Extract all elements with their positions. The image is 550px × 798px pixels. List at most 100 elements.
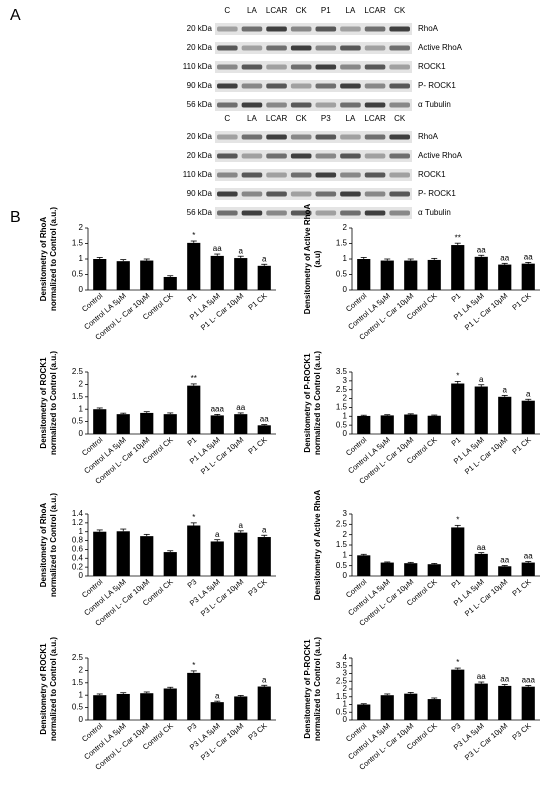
blot-band [217,191,238,197]
y-tick-label: 0 [343,571,348,580]
blot-band [389,153,410,159]
x-tick-label: P1 CK [510,577,532,598]
annotation: a [503,385,508,394]
kda-label: 20 kDa [187,132,213,141]
blot-strip [215,150,412,162]
y-axis-label: Densitometry of P-ROCK1 [303,639,312,739]
bar [257,265,271,290]
blot-band [315,83,337,89]
bar [380,695,394,720]
bar [451,669,465,720]
y-tick-label: 0.5 [72,417,84,426]
y-tick-label: 0 [343,285,348,294]
blot-band [241,134,263,140]
protein-label: ROCK1 [418,170,446,179]
y-tick-label: 2.5 [336,519,348,528]
bar [140,693,154,720]
blot-band [389,26,410,32]
blot-band [315,64,337,70]
blot-band [340,134,361,140]
protein-label: P- ROCK1 [418,189,456,198]
annotation: aa [524,253,533,262]
blot-band [217,64,238,70]
y-tick-label: 1 [343,700,348,709]
y-axis-label: Densitometry of Active RhoA [303,204,312,315]
lane-label: C [224,114,230,123]
bar [163,552,177,576]
blot-band [364,102,386,108]
y-tick-label: 1 [79,254,84,263]
y-tick-label: 2.5 [336,676,348,685]
blot-strip [215,207,412,219]
blot-band [290,172,312,178]
x-tick-label: P1 CK [246,291,268,312]
y-tick-label: 2 [343,684,348,693]
blot-band [241,45,263,51]
y-tick-label: 0 [343,429,348,438]
annotation: aaa [211,405,225,414]
blot-band [315,134,337,140]
y-tick-label: 1.5 [336,239,348,248]
blot-band [340,26,361,32]
bar [140,536,154,576]
y-axis-label: Densitometry of ROCK1 [39,357,48,449]
blot-band [217,26,238,32]
blot-band [389,172,410,178]
kda-label: 90 kDa [187,189,213,198]
blot-band [241,83,263,89]
x-tick-label: P1 [449,435,462,448]
y-tick-label: 2.5 [72,367,84,376]
y-tick-label: 1.2 [72,518,84,527]
protein-label: α Tubulin [418,208,451,217]
bar [451,383,465,434]
lane-label: LCAR [266,6,288,15]
blot-band [217,134,238,140]
blot-band [290,210,312,216]
bar [163,688,177,720]
y-axis-label: normalized to Control (a.u.) [313,351,322,455]
y-axis-label: Densitometry of RhoA [39,503,48,588]
blot-band [389,64,410,70]
bar [357,415,371,434]
bar [257,686,271,720]
bar [163,414,177,434]
blot-band [290,83,312,89]
lane-label: CK [296,114,308,123]
blot-band [266,45,287,51]
kda-label: 90 kDa [187,81,213,90]
blot-band [290,26,312,32]
y-tick-label: 1.5 [336,403,348,412]
y-tick-label: 1.5 [336,540,348,549]
bar [257,425,271,434]
y-tick-label: 2.5 [72,653,84,662]
bar [210,255,224,290]
blot-band [241,26,263,32]
y-tick-label: 2 [79,666,84,675]
blot-strip [215,169,412,181]
blot-band [266,191,287,197]
annotation: * [192,661,195,670]
annotation: aa [477,672,486,681]
blot-band [340,210,361,216]
blot-band [290,45,312,51]
lane-label: LA [247,114,257,123]
blot-band [217,153,238,159]
blot-band [364,172,386,178]
blot-strip [215,61,412,73]
x-tick-label: P3 [449,721,462,734]
y-axis-label: Densitometry of ROCK1 [39,643,48,735]
blot-band [266,83,287,89]
lane-label: LCAR [364,114,386,123]
y-tick-label: 3 [343,509,348,518]
blot-band [290,191,312,197]
y-tick-label: 0.5 [336,270,348,279]
bar [93,695,107,720]
x-tick-label: P1 L- Car 10μM [199,291,245,332]
kda-label: 20 kDa [187,43,213,52]
y-tick-label: 1.5 [72,392,84,401]
panel-label: B [10,209,21,226]
blot-band [266,134,287,140]
annotation: aa [260,415,269,424]
annotation: aaa [522,676,536,685]
